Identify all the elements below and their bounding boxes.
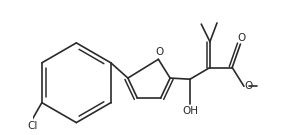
Text: O: O <box>245 81 253 91</box>
Text: O: O <box>238 33 246 43</box>
Text: O: O <box>156 47 164 57</box>
Text: Cl: Cl <box>27 121 38 131</box>
Text: OH: OH <box>182 106 198 116</box>
